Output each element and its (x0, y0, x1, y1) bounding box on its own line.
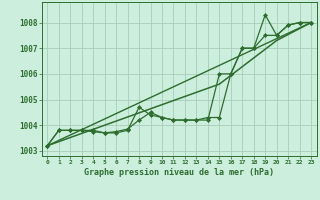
X-axis label: Graphe pression niveau de la mer (hPa): Graphe pression niveau de la mer (hPa) (84, 168, 274, 177)
